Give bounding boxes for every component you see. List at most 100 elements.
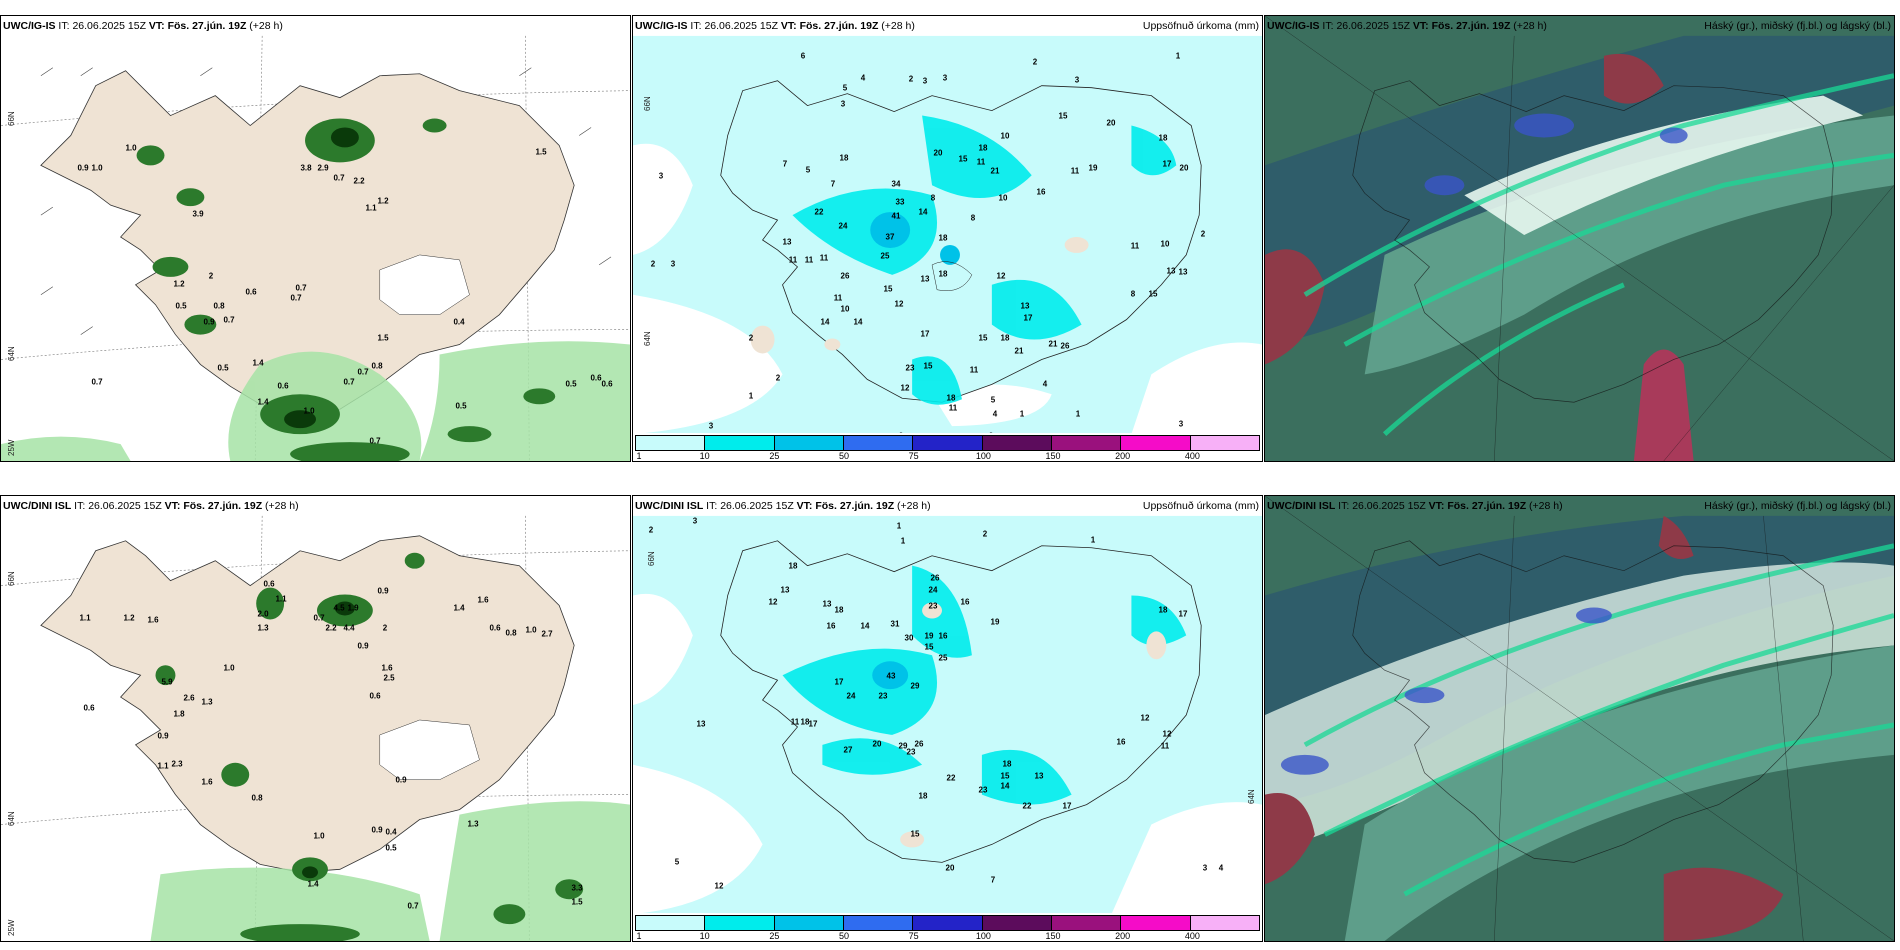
value-label: 1.1 bbox=[365, 203, 377, 213]
value-label: 3 bbox=[692, 516, 698, 526]
value-label: 1.1 bbox=[79, 613, 91, 623]
value-label: 43 bbox=[886, 671, 896, 681]
value-label: 0.7 bbox=[407, 901, 419, 911]
value-label: 2.2 bbox=[325, 623, 337, 633]
value-label: 3 bbox=[708, 421, 714, 431]
value-label: 18 bbox=[1000, 333, 1010, 343]
lead-time: (+28 h) bbox=[249, 20, 283, 32]
accumulated-precip-map-igis: UWC/IG-IS IT: 26.06.2025 15Z VT: Fös. 27… bbox=[632, 15, 1263, 462]
value-label: 18 bbox=[1158, 605, 1168, 615]
value-label: 1.6 bbox=[477, 595, 489, 605]
value-label: 0.6 bbox=[277, 381, 289, 391]
init-time: 26.06.2025 15Z bbox=[704, 20, 778, 32]
axis-label: 66N bbox=[7, 111, 16, 126]
value-label: 1.1 bbox=[275, 594, 287, 604]
value-label: 11 bbox=[1070, 166, 1080, 176]
value-label: 11 bbox=[948, 403, 958, 413]
value-label: 22 bbox=[1022, 801, 1032, 811]
value-label: 15 bbox=[883, 284, 893, 294]
value-label: 11 bbox=[788, 255, 798, 265]
value-label: 1.6 bbox=[147, 615, 159, 625]
value-label: 0.5 bbox=[385, 843, 397, 853]
value-label: 1.0 bbox=[313, 831, 325, 841]
value-label: 1.3 bbox=[257, 623, 269, 633]
value-label: 14 bbox=[1000, 781, 1010, 791]
value-label: 17 bbox=[808, 719, 818, 729]
value-label: 12 bbox=[996, 271, 1006, 281]
value-label: 0.6 bbox=[601, 379, 613, 389]
colorbar-tick-label: 100 bbox=[975, 931, 991, 941]
colorbar-swatch bbox=[1051, 436, 1122, 450]
value-label: 3 bbox=[942, 73, 948, 83]
value-label: 0.7 bbox=[295, 283, 307, 293]
value-label: 1.6 bbox=[201, 777, 213, 787]
axis-label: 64N bbox=[643, 331, 652, 346]
value-label: 10 bbox=[1160, 239, 1170, 249]
colorbar-swatch bbox=[1121, 916, 1191, 930]
value-label: 18 bbox=[788, 561, 798, 571]
value-label: 7 bbox=[782, 159, 788, 169]
value-label: 21 bbox=[990, 166, 1000, 176]
value-label: 37 bbox=[885, 232, 895, 242]
it-prefix: IT: bbox=[74, 500, 86, 512]
init-time: 26.06.2025 15Z bbox=[72, 20, 146, 32]
value-label: 18 bbox=[978, 143, 988, 153]
value-label: 0.6 bbox=[590, 373, 602, 383]
colorbar-swatch bbox=[843, 916, 914, 930]
value-label: 0.7 bbox=[91, 377, 103, 387]
value-label: 15 bbox=[1148, 289, 1158, 299]
colorbar-swatch bbox=[1190, 436, 1259, 450]
value-label: 1.5 bbox=[535, 147, 547, 157]
panel-header: UWC/DINI ISL IT: 26.06.2025 15Z VT: Fös.… bbox=[633, 496, 1262, 516]
colorbar-tick-label: 75 bbox=[908, 451, 919, 461]
precip-colorbar: 1 10 25 50 75 100 150 200 400 bbox=[633, 433, 1262, 461]
value-label: 0.9 bbox=[357, 641, 369, 651]
value-label: 2.0 bbox=[257, 609, 269, 619]
value-label: 0.5 bbox=[217, 363, 229, 373]
value-label: 11 bbox=[833, 293, 843, 303]
value-label: 11 bbox=[790, 717, 800, 727]
value-label: 7 bbox=[830, 179, 836, 189]
value-label: 12 bbox=[768, 597, 778, 607]
value-label: 16 bbox=[960, 597, 970, 607]
colorbar-tick-label: 1 bbox=[636, 931, 642, 941]
value-label: 0.5 bbox=[175, 301, 187, 311]
value-label: 1.6 bbox=[79, 462, 90, 463]
value-label: 31 bbox=[890, 619, 900, 629]
axis-label: 25W bbox=[7, 919, 16, 936]
value-label: 3 bbox=[1202, 863, 1208, 873]
it-prefix: IT: bbox=[690, 20, 702, 32]
cloud-map-graphic bbox=[1265, 16, 1894, 461]
value-label: 1.5 bbox=[377, 333, 389, 343]
value-label: 29 bbox=[898, 741, 908, 751]
lead-time: (+28 h) bbox=[265, 500, 299, 512]
value-label: 0.7 bbox=[343, 377, 355, 387]
colorbar-swatch bbox=[636, 436, 706, 450]
colorbar-tick-label: 10 bbox=[699, 931, 710, 941]
value-label: 3 bbox=[1074, 75, 1080, 85]
value-label: 25 bbox=[880, 251, 890, 261]
value-label: 5.9 bbox=[161, 677, 173, 687]
value-label: 18 bbox=[946, 393, 956, 403]
colorbar-swatch bbox=[982, 436, 1052, 450]
value-label: 1 bbox=[1075, 409, 1081, 419]
value-label: 18 bbox=[839, 153, 849, 163]
value-label: 0.8 bbox=[505, 628, 517, 638]
value-label: 3.3 bbox=[571, 883, 583, 893]
value-label: 16 bbox=[938, 631, 948, 641]
value-label: 26 bbox=[930, 573, 940, 583]
value-label: 2 bbox=[1032, 57, 1038, 67]
value-label: 15 bbox=[923, 361, 933, 371]
panel-header: UWC/DINI ISL IT: 26.06.2025 15Z VT: Fös.… bbox=[1, 496, 630, 516]
colorbar-tick-label: 50 bbox=[838, 451, 850, 461]
vt-prefix: VT: bbox=[1428, 500, 1445, 512]
value-label: 15 bbox=[978, 333, 988, 343]
value-label: 4 bbox=[860, 73, 866, 83]
value-label: 15 bbox=[924, 642, 934, 652]
value-label: 0.6 bbox=[495, 462, 506, 463]
value-label: 0.6 bbox=[83, 703, 95, 713]
value-label: 29 bbox=[910, 681, 920, 691]
value-label: 15 bbox=[1058, 111, 1068, 121]
colorbar-tick-label: 200 bbox=[1115, 931, 1131, 941]
value-label: 16 bbox=[826, 621, 836, 631]
